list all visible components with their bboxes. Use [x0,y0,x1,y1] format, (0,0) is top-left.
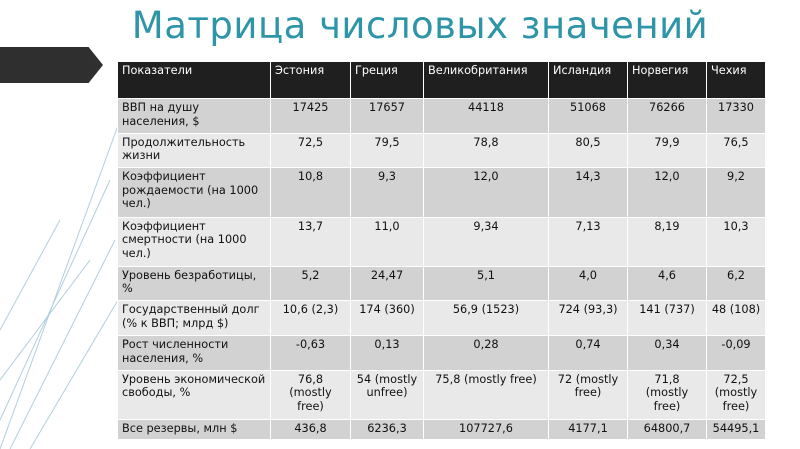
row-label: Продолжительность жизни [117,132,271,169]
table-cell: 0,28 [423,335,549,371]
decorative-lines [0,119,120,449]
table-cell: 17657 [350,98,424,134]
values-table: Показатели Эстония Греция Великобритания… [117,61,766,441]
table-cell: 0,13 [350,335,424,371]
table-cell: 9,2 [706,167,766,218]
table-cell: 12,0 [627,167,707,218]
row-label: Уровень экономической свободы, % [117,369,271,420]
table-cell: 6236,3 [350,418,424,441]
table-cell: -0,63 [270,335,351,371]
table-cell: 76266 [627,98,707,134]
table-cell: 4,0 [548,265,628,302]
table-cell: 6,2 [706,265,766,302]
table-cell: 72 (mostly free) [548,369,628,420]
table-cell: 14,3 [548,167,628,218]
table-row: Коэффициент рождаемости (на 1000 чел.) 10… [117,167,766,218]
table-cell: 7,13 [548,216,628,267]
table-cell: 13,7 [270,216,351,267]
table-cell: 9,34 [423,216,549,267]
table-cell: 76,8 (mostly free) [270,369,351,420]
table-cell: 174 (360) [350,300,424,336]
table-cell: 10,3 [706,216,766,267]
table-cell: 72,5 [270,132,351,169]
row-label: Все резервы, млн $ [117,418,271,441]
table-cell: 24,47 [350,265,424,302]
table-row: Уровень безработицы, % 5,2 24,47 5,1 4,0 4,6 6… [117,265,766,302]
table-cell: 10,6 (2,3) [270,300,351,336]
table-cell: -0,09 [706,335,766,371]
row-label: Рост численности населения, % [117,335,271,371]
table-cell: 56,9 (1523) [423,300,549,336]
header-uk: Великобритания [423,61,549,99]
table-cell: 17425 [270,98,351,134]
table-cell: 8,19 [627,216,707,267]
table-cell: 48 (108) [706,300,766,336]
header-iceland: Исландия [548,61,628,99]
table-cell: 0,74 [548,335,628,371]
table-cell: 107727,6 [423,418,549,441]
table-cell: 141 (737) [627,300,707,336]
row-label: Государственный долг (% к ВВП; млрд $) [117,300,271,336]
table-cell: 80,5 [548,132,628,169]
table-cell: 4,6 [627,265,707,302]
table-cell: 5,1 [423,265,549,302]
header-greece: Греция [350,61,424,99]
table-row: Все резервы, млн $436,8 6236,3 107727,6 417… [117,418,766,441]
table-cell: 54495,1 [706,418,766,441]
table-cell: 76,5 [706,132,766,169]
table-cell: 78,8 [423,132,549,169]
table-cell: 10,8 [270,167,351,218]
header-estonia: Эстония [270,61,351,99]
table-cell: 9,3 [350,167,424,218]
table-cell: 17330 [706,98,766,134]
row-label: Уровень безработицы, % [117,265,271,302]
table-row: Коэффициент смертности (на 1000 чел.) 13,… [117,216,766,267]
table-cell: 5,2 [270,265,351,302]
table-cell: 51068 [548,98,628,134]
table-row: Уровень экономической свободы, % 76,8 (mo… [117,369,766,420]
table-cell: 11,0 [350,216,424,267]
table-cell: 0,34 [627,335,707,371]
table-cell: 12,0 [423,167,549,218]
title-accent-bar [0,47,103,83]
table-cell: 71,8 (mostly free) [627,369,707,420]
table-cell: 75,8 (mostly free) [423,369,549,420]
table-row: ВВП на душу населения, $17425 17657 44118 5… [117,98,766,134]
table-cell: 64800,7 [627,418,707,441]
table-header-row: Показатели Эстония Греция Великобритания… [117,61,766,99]
table-row: Рост численности населения, % -0,63 0,13 0,… [117,335,766,371]
table-cell: 724 (93,3) [548,300,628,336]
header-indicators: Показатели [117,61,271,99]
table-cell: 54 (mostly unfree) [350,369,424,420]
header-norway: Норвегия [627,61,707,99]
header-czechia: Чехия [706,61,766,99]
row-label: Коэффициент рождаемости (на 1000 чел.) [117,167,271,218]
page-title: Матрица числовых значений [131,4,709,47]
table-cell: 44118 [423,98,549,134]
table-row: Государственный долг (% к ВВП; млрд $) 10… [117,300,766,336]
table-cell: 4177,1 [548,418,628,441]
table-cell: 72,5 (mostly free) [706,369,766,420]
table-cell: 79,9 [627,132,707,169]
table-cell: 436,8 [270,418,351,441]
table-row: Продолжительность жизни 72,5 79,5 78,8 80,5 7… [117,132,766,169]
table-cell: 79,5 [350,132,424,169]
row-label: Коэффициент смертности (на 1000 чел.) [117,216,271,267]
row-label: ВВП на душу населения, $ [117,98,271,134]
